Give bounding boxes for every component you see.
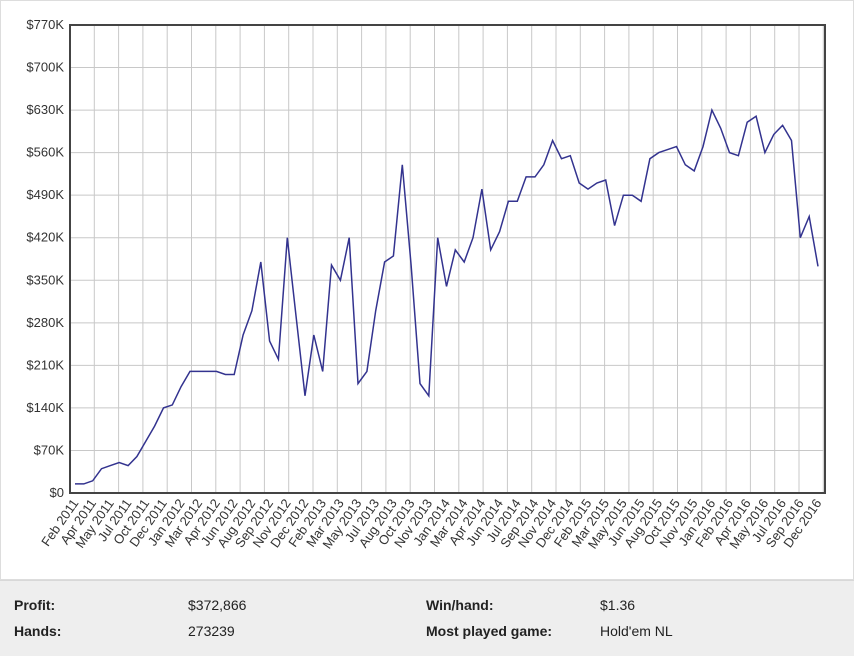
y-tick-label: $70K	[34, 442, 65, 457]
y-tick-label: $560K	[26, 145, 64, 160]
stats-panel: Profit: $372,866 Hands: 273239 Win/hand:…	[0, 580, 854, 656]
y-tick-label: $770K	[26, 17, 64, 32]
stat-value: $1.36	[600, 597, 636, 613]
y-tick-label: $700K	[26, 60, 64, 75]
plot-frame	[69, 24, 826, 494]
stat-label: Hands:	[14, 623, 62, 639]
stat-label: Profit:	[14, 597, 56, 613]
chart: $0 $70K $140K $210K $280K $350K $420K $490K $560…	[0, 0, 854, 580]
y-tick-label: $350K	[26, 272, 64, 287]
y-tick-label: $140K	[26, 400, 64, 415]
y-tick-label: $210K	[26, 357, 64, 372]
y-tick-label: $490K	[26, 187, 64, 202]
stat-value: Hold'em NL	[600, 623, 673, 639]
y-tick-label: $0	[50, 485, 64, 500]
y-tick-label: $420K	[26, 230, 64, 245]
stat-label: Most played game:	[426, 623, 553, 639]
y-tick-label: $280K	[26, 315, 64, 330]
profit-line	[75, 107, 819, 485]
stat-value: 273239	[188, 623, 235, 639]
stat-value: $372,866	[188, 597, 247, 613]
stat-label: Win/hand:	[426, 597, 494, 613]
y-tick-label: $630K	[26, 102, 64, 117]
